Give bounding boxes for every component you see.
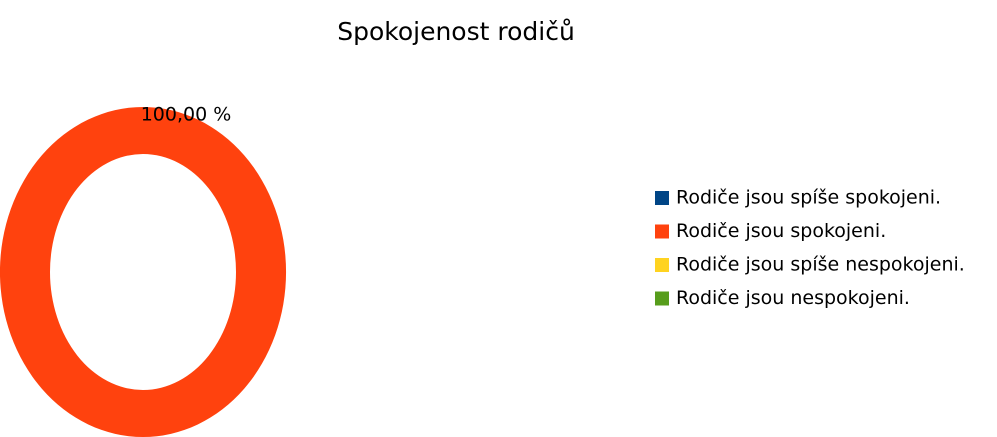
legend-label: Rodiče jsou nespokojeni. xyxy=(676,287,910,309)
legend-label: Rodiče jsou spíše spokojeni. xyxy=(676,187,941,209)
data-label: 100,00 % xyxy=(141,104,232,126)
chart-title: Spokojenost rodičů xyxy=(337,17,575,46)
legend-label: Rodiče jsou spokojeni. xyxy=(676,220,886,242)
legend-label: Rodiče jsou spíše nespokojeni. xyxy=(676,254,965,276)
legend-swatch xyxy=(655,291,669,306)
legend-swatch xyxy=(655,191,669,205)
legend-swatch xyxy=(655,258,669,272)
legend-swatch xyxy=(655,224,669,239)
donut-slice xyxy=(0,107,286,437)
